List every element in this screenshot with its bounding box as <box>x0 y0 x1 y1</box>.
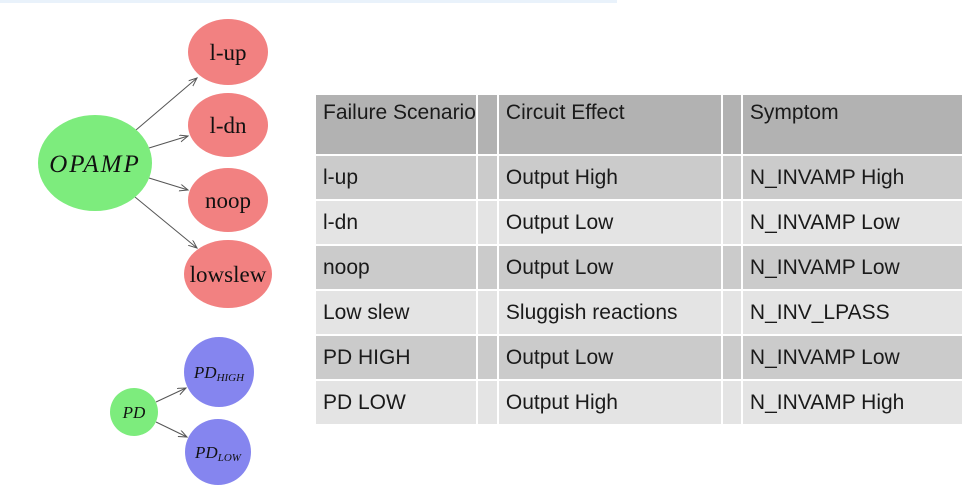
table-cell: Output Low <box>498 246 721 289</box>
table-header-cell: Circuit Effect <box>498 95 721 154</box>
table-header-spacer <box>722 95 741 154</box>
node-opamp <box>38 115 152 211</box>
table-cell: Output High <box>498 156 721 199</box>
table-cell: l-up <box>316 156 476 199</box>
node-pd-low <box>185 419 251 485</box>
table-spacer-cell <box>477 291 497 334</box>
table-header-spacer <box>477 95 497 154</box>
table-row: l-dn Output Low N_INVAMP Low <box>316 201 962 244</box>
table-spacer-cell <box>477 156 497 199</box>
arrow-opamp-to-l-up <box>135 78 197 131</box>
node-pd-label: PD <box>122 403 146 422</box>
table-row: PD HIGH Output Low N_INVAMP Low <box>316 336 962 379</box>
table-row: PD LOW Output High N_INVAMP High <box>316 381 962 424</box>
table-header-row: Failure Scenario Circuit Effect Symptom <box>316 95 962 154</box>
table-row: noop Output Low N_INVAMP Low <box>316 246 962 289</box>
table-cell: PD LOW <box>316 381 476 424</box>
table-spacer-cell <box>722 156 741 199</box>
arrow-opamp-to-noop <box>148 177 188 190</box>
table-cell: PD HIGH <box>316 336 476 379</box>
table-cell: N_INV_LPASS <box>742 291 962 334</box>
node-l-dn <box>188 93 268 157</box>
table-spacer-cell <box>722 201 741 244</box>
table-spacer-cell <box>477 246 497 289</box>
table-spacer-cell <box>722 246 741 289</box>
node-pd-low-label-main: PD <box>194 443 218 462</box>
table-cell: N_INVAMP Low <box>742 336 962 379</box>
table-spacer-cell <box>722 381 741 424</box>
node-noop <box>188 168 268 232</box>
node-pd-low-label: PDLOW <box>194 443 242 464</box>
node-l-dn-label: l-dn <box>209 113 247 138</box>
node-l-up-label: l-up <box>209 40 246 65</box>
table-spacer-cell <box>477 336 497 379</box>
table-spacer-cell <box>722 291 741 334</box>
table-row: l-up Output High N_INVAMP High <box>316 156 962 199</box>
failure-scenario-table: Failure Scenario Circuit Effect Symptom l-… <box>314 93 964 426</box>
table-spacer-cell <box>722 336 741 379</box>
table-cell: N_INVAMP High <box>742 381 962 424</box>
arrow-pd-to-pd-low <box>155 421 187 437</box>
node-pd <box>110 388 158 436</box>
node-lowslew-label: lowslew <box>190 262 267 287</box>
table-cell: l-dn <box>316 201 476 244</box>
arrow-opamp-to-lowslew <box>134 196 197 248</box>
table-cell: N_INVAMP Low <box>742 246 962 289</box>
table-cell: Output High <box>498 381 721 424</box>
table-cell: Output Low <box>498 336 721 379</box>
table-header-cell: Failure Scenario <box>316 95 476 154</box>
table-cell: Sluggish reactions <box>498 291 721 334</box>
table-cell: N_INVAMP High <box>742 156 962 199</box>
table-row: Low slew Sluggish reactions N_INV_LPASS <box>316 291 962 334</box>
table-cell: Output Low <box>498 201 721 244</box>
node-opamp-label: OPAMP <box>49 151 140 178</box>
node-pd-low-label-subscript: LOW <box>217 452 242 464</box>
top-strip-decoration <box>0 0 617 3</box>
fault-tree-diagram: OPAMP l-up l-dn noop lowslew PD PDHIGH P… <box>38 19 272 485</box>
node-pd-high-label-main: PD <box>193 363 217 382</box>
arrow-opamp-to-l-dn <box>148 136 188 149</box>
node-pd-high-label-subscript: HIGH <box>216 372 246 384</box>
table-body: l-up Output High N_INVAMP High l-dn Output L… <box>316 156 962 424</box>
arrow-pd-to-pd-high <box>155 388 186 403</box>
node-lowslew <box>184 240 272 308</box>
table-header-cell: Symptom <box>742 95 962 154</box>
node-pd-high-label: PDHIGH <box>193 363 245 384</box>
table-spacer-cell <box>477 381 497 424</box>
node-noop-label: noop <box>205 188 251 213</box>
table-cell: noop <box>316 246 476 289</box>
table-cell: N_INVAMP Low <box>742 201 962 244</box>
node-pd-high <box>184 337 254 407</box>
node-l-up <box>188 19 268 85</box>
table-spacer-cell <box>477 201 497 244</box>
table-cell: Low slew <box>316 291 476 334</box>
